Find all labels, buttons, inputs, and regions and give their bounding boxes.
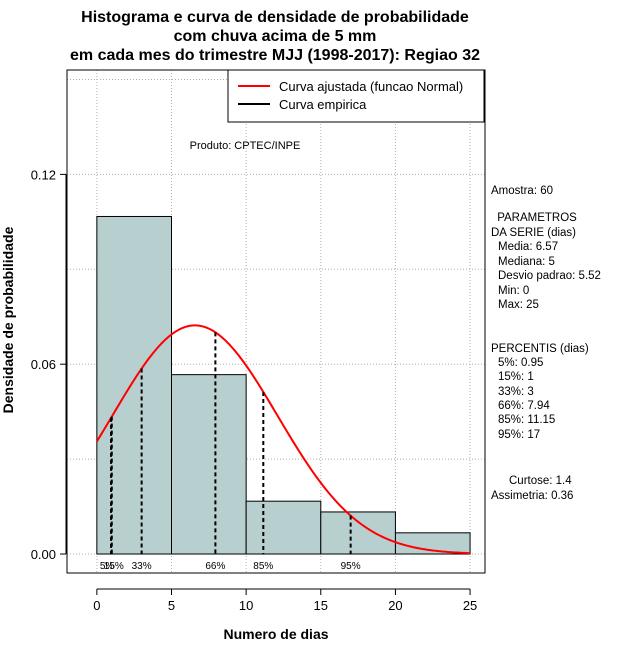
histogram-bar xyxy=(394,532,471,555)
percentile-label: 66% xyxy=(205,561,225,572)
stats-panel: Amostra: 60 PARAMETROS DA SERIE (dias) M… xyxy=(491,185,601,502)
stat-curtose: Curtose: 1.4 xyxy=(509,475,572,487)
y-tick-label: 0.12 xyxy=(31,167,56,182)
chart-title-line-1: Histograma e curva de densidade de proba… xyxy=(81,9,469,26)
stat-p33: 33%: 3 xyxy=(498,386,534,398)
stat-parametros-title-1: PARAMETROS xyxy=(494,212,577,224)
stat-p15: 15%: 1 xyxy=(498,371,534,383)
stat-desvio: Desvio padrao: 5.52 xyxy=(498,270,601,282)
x-tick-label: 5 xyxy=(168,598,175,613)
percentile-lines: 5%15% 33% 66% 85% 95% xyxy=(100,332,361,572)
histogram-bar xyxy=(245,500,322,555)
histogram-bars xyxy=(96,215,471,555)
percentile-label: 33% xyxy=(132,561,152,572)
x-tick-label: 10 xyxy=(239,598,253,613)
histogram-bar xyxy=(96,215,172,555)
stat-p85: 85%: 11.15 xyxy=(498,414,555,426)
chart-title-line-2: com chuva acima de 5 mm xyxy=(174,28,377,45)
stat-min: Min: 0 xyxy=(498,285,529,297)
y-axis-label: Densidade de probabilidade xyxy=(0,226,16,413)
stat-p95: 95%: 17 xyxy=(498,429,540,441)
x-tick-label: 15 xyxy=(314,598,328,613)
percentile-label: 95% xyxy=(341,561,361,572)
histogram-bar xyxy=(320,511,396,555)
x-tick-label: 25 xyxy=(463,598,477,613)
stat-max: Max: 25 xyxy=(498,299,539,311)
percentile-label: 85% xyxy=(253,561,273,572)
legend-empirical-label: Curva empirica xyxy=(279,97,367,112)
y-tick-label: 0.06 xyxy=(31,357,56,372)
x-axis-label: Numero de dias xyxy=(223,626,328,642)
y-tick-label: 0.00 xyxy=(31,547,56,562)
stat-percentis-title: PERCENTIS (dias) xyxy=(491,343,589,355)
stat-amostra: Amostra: 60 xyxy=(491,185,553,197)
legend: Curva ajustada (funcao Normal) Curva emp… xyxy=(227,69,485,123)
stat-p5: 5%: 0.95 xyxy=(498,357,543,369)
percentile-label: 5% xyxy=(100,561,115,572)
stat-p66: 66%: 7.94 xyxy=(498,400,550,412)
stat-parametros-title-2: DA SERIE (dias) xyxy=(491,227,576,239)
normal-curve-layer xyxy=(96,324,471,555)
axes: 0 5 10 15 20 25 0.00 0.06 0.12 xyxy=(31,167,478,613)
histogram-bar xyxy=(171,374,247,555)
legend-box xyxy=(227,69,485,123)
legend-normal-label: Curva ajustada (funcao Normal) xyxy=(279,79,463,94)
stat-media: Media: 6.57 xyxy=(498,241,558,253)
product-annotation: Produto: CPTEC/INPE xyxy=(190,140,301,152)
stat-assimetria: Assimetria: 0.36 xyxy=(491,490,573,502)
percentile-label: 15% xyxy=(104,561,124,572)
x-tick-label: 0 xyxy=(93,598,100,613)
normal-fit-curve xyxy=(96,324,471,555)
x-tick-label: 20 xyxy=(388,598,402,613)
stat-mediana: Mediana: 5 xyxy=(498,256,555,268)
chart-title-line-3: em cada mes do trimestre MJJ (1998-2017)… xyxy=(70,47,480,64)
